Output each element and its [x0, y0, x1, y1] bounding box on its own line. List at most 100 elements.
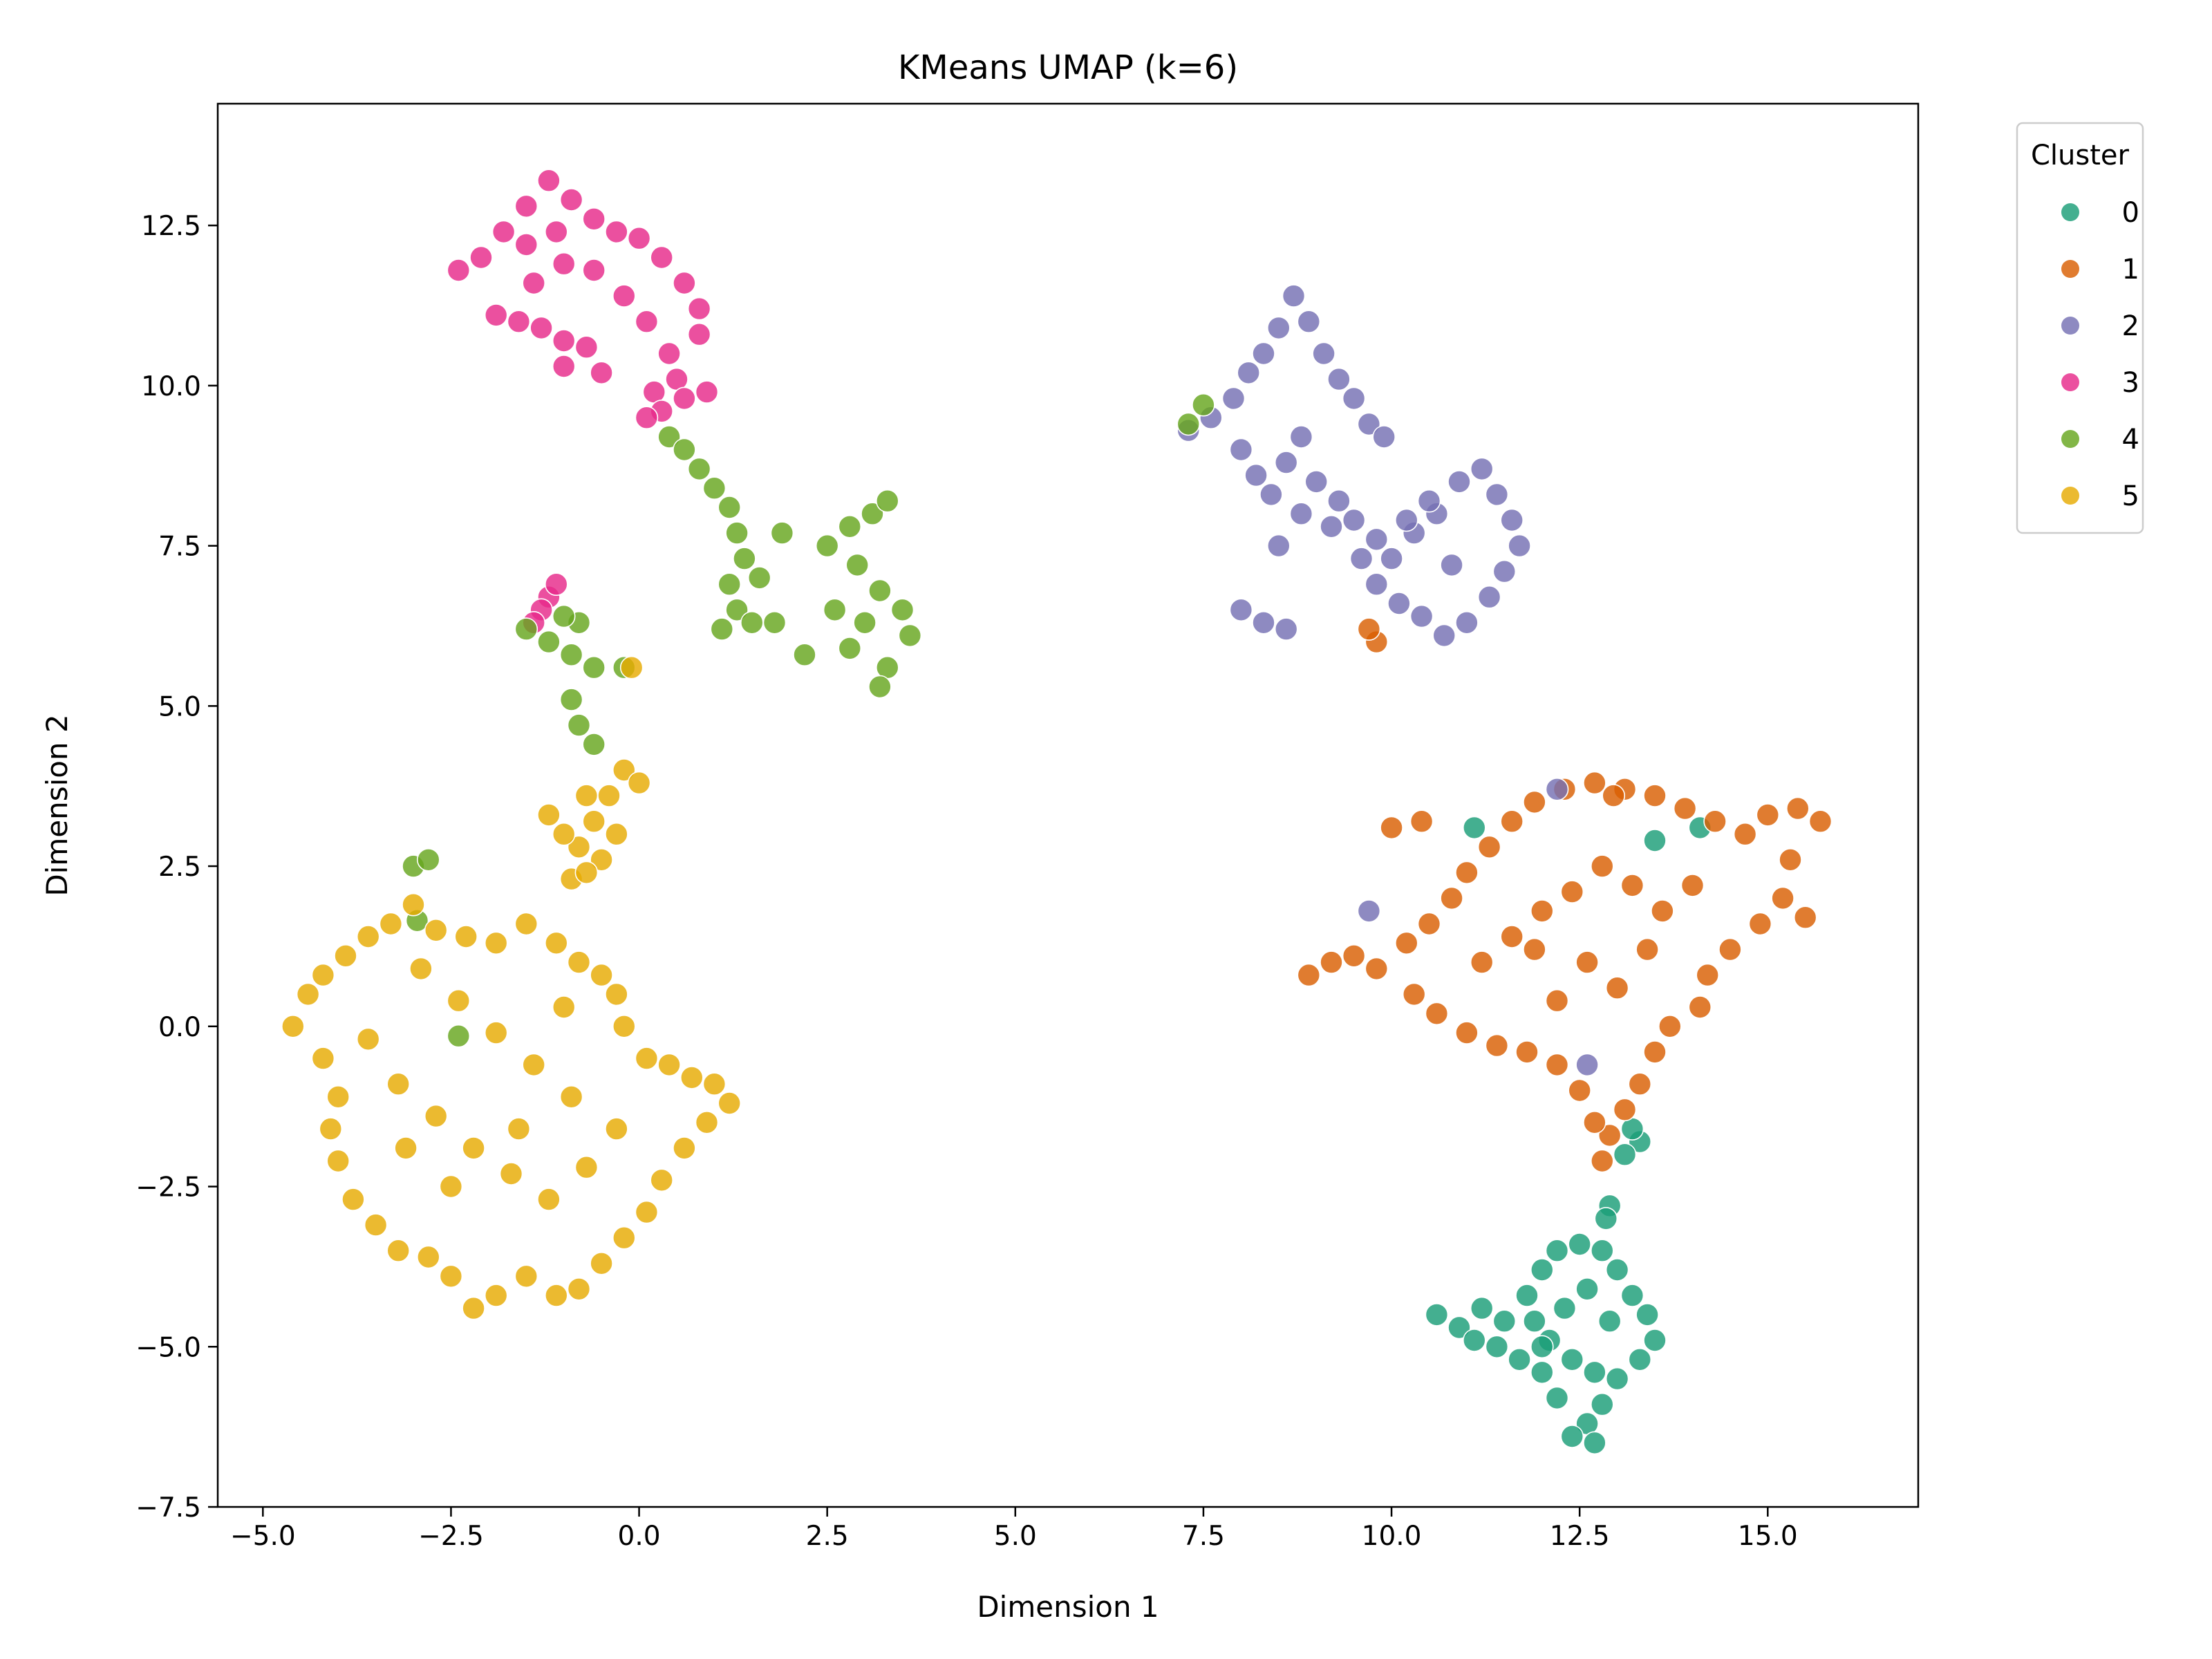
series-4: [402, 393, 1215, 1048]
point-cluster-4-38: [416, 848, 440, 872]
point-cluster-0-7: [1568, 1232, 1591, 1256]
point-cluster-4-9: [710, 617, 734, 641]
legend-marker-2: [2061, 317, 2079, 335]
x-tick-label: 12.5: [1550, 1521, 1610, 1552]
point-cluster-4-18: [845, 553, 869, 577]
point-cluster-5-68: [537, 803, 561, 827]
point-cluster-2-17: [1304, 470, 1328, 494]
y-axis-label: Dimension 2: [40, 714, 74, 896]
point-cluster-5-17: [657, 1053, 681, 1077]
point-cluster-5-51: [484, 1021, 508, 1044]
point-cluster-3-22: [635, 310, 659, 334]
point-cluster-4-15: [838, 514, 862, 538]
point-cluster-3-4: [537, 169, 561, 193]
point-cluster-5-34: [386, 1239, 411, 1262]
legend-marker-4: [2061, 430, 2079, 448]
point-cluster-3-23: [657, 341, 681, 366]
point-cluster-2-39: [1267, 534, 1291, 558]
point-cluster-3-1: [469, 245, 493, 270]
series-0: [1425, 816, 1712, 1455]
point-cluster-1-31: [1597, 1123, 1622, 1147]
point-cluster-1-35: [1545, 1053, 1569, 1077]
y-tick-label: 0.0: [158, 1012, 201, 1043]
point-cluster-4-8: [725, 598, 749, 622]
legend-marker-0: [2061, 203, 2079, 221]
point-cluster-1-5: [1417, 912, 1441, 936]
point-cluster-5-70: [619, 655, 644, 679]
point-cluster-1-10: [1523, 790, 1546, 814]
point-cluster-5-42: [386, 1072, 411, 1096]
point-cluster-5-18: [679, 1066, 704, 1089]
point-cluster-2-44: [1417, 489, 1441, 513]
point-cluster-3-3: [514, 194, 538, 218]
point-cluster-1-51: [1523, 937, 1546, 962]
point-cluster-5-46: [537, 1188, 561, 1211]
point-cluster-5-62: [612, 758, 636, 782]
point-cluster-5-40: [311, 1047, 335, 1070]
point-cluster-1-6: [1440, 886, 1463, 910]
point-cluster-1-2: [1342, 944, 1366, 968]
point-cluster-0-26: [1597, 1309, 1622, 1333]
point-cluster-5-54: [552, 995, 576, 1019]
point-cluster-4-34: [559, 688, 583, 711]
point-cluster-5-26: [590, 1252, 613, 1275]
point-cluster-5-50: [522, 1053, 546, 1077]
point-cluster-1-47: [1651, 899, 1674, 923]
point-cluster-4-4: [718, 496, 741, 519]
point-cluster-2-47: [1545, 778, 1569, 801]
point-cluster-0-4: [1515, 1284, 1539, 1307]
point-cluster-4-1: [673, 438, 696, 462]
point-cluster-0-14: [1605, 1367, 1629, 1391]
point-cluster-3-14: [529, 316, 553, 340]
point-cluster-3-2: [491, 220, 516, 244]
point-cluster-2-7: [1297, 310, 1321, 334]
point-cluster-0-34: [1613, 1143, 1637, 1166]
series-2: [1177, 284, 1599, 1077]
point-cluster-2-32: [1432, 624, 1456, 648]
point-cluster-0-21: [1508, 1348, 1531, 1371]
point-cluster-5-36: [341, 1188, 365, 1211]
point-cluster-5-64: [605, 822, 628, 846]
point-cluster-1-8: [1477, 835, 1501, 859]
point-cluster-3-34: [544, 572, 568, 597]
point-cluster-1-18: [1756, 803, 1780, 827]
point-cluster-0-25: [1575, 1277, 1599, 1301]
point-cluster-3-32: [552, 355, 576, 378]
point-cluster-1-9: [1500, 809, 1524, 833]
point-cluster-5-52: [447, 988, 471, 1013]
point-cluster-5-15: [612, 1015, 636, 1038]
x-tick-label: 2.5: [806, 1521, 849, 1552]
point-cluster-2-48: [1575, 1053, 1599, 1077]
y-tick-label: 10.0: [141, 371, 201, 402]
point-cluster-2-38: [1289, 502, 1313, 526]
point-cluster-5-27: [567, 1277, 591, 1301]
point-cluster-5-44: [462, 1136, 485, 1160]
x-tick-label: −5.0: [230, 1521, 296, 1552]
point-cluster-0-38: [1530, 1335, 1554, 1359]
point-cluster-0-23: [1463, 1329, 1486, 1352]
x-axis-label: Dimension 1: [977, 1590, 1159, 1624]
point-cluster-2-3: [1237, 361, 1260, 385]
point-cluster-3-30: [514, 233, 538, 256]
point-cluster-3-9: [650, 245, 674, 270]
point-cluster-3-27: [695, 380, 719, 404]
y-tick-label: 7.5: [158, 532, 201, 563]
point-cluster-3-5: [559, 188, 583, 212]
point-cluster-2-9: [1327, 367, 1351, 391]
y-axis-ticks: −7.5 −5.0 −2.5 0.0 2.5 5.0 7.5 10.0 12.5: [135, 211, 218, 1524]
point-cluster-2-43: [1372, 425, 1396, 449]
point-cluster-1-25: [1696, 963, 1719, 987]
point-cluster-5-60: [582, 809, 606, 833]
point-cluster-4-12: [747, 566, 771, 590]
point-cluster-1-33: [1583, 1111, 1606, 1134]
point-cluster-5-65: [590, 848, 613, 872]
point-cluster-5-29: [514, 1264, 538, 1288]
y-tick-label: −2.5: [135, 1172, 201, 1203]
point-cluster-2-30: [1477, 585, 1501, 609]
point-cluster-1-24: [1718, 937, 1742, 962]
series-3: [447, 169, 719, 635]
point-cluster-4-21: [898, 624, 922, 648]
legend-label-3: 3: [2122, 367, 2139, 399]
x-axis-ticks: −5.0 −2.5 0.0 2.5 5.0 7.5 10.0 12.5 15.0: [230, 1507, 1798, 1552]
